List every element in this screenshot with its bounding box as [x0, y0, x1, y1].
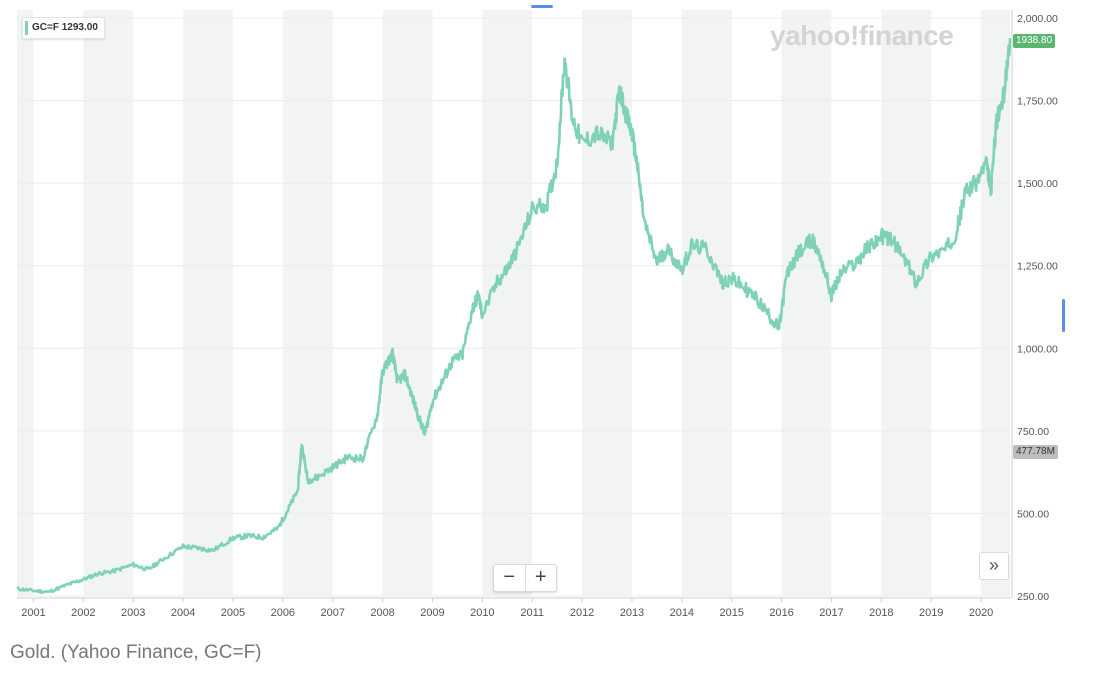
year-band — [282, 10, 333, 596]
chart-canvas[interactable]: 2001 2002 2003 2004 2005 2006 2007 2008 2009 2010… — [0, 0, 1100, 630]
x-tick-label: 2001 — [21, 607, 45, 619]
x-tick-label: 2016 — [769, 607, 793, 619]
series-legend[interactable]: GC=F 1293.00 — [22, 17, 105, 39]
year-band — [781, 10, 832, 596]
y-tick-label: 1,750.00 — [1017, 96, 1058, 108]
zoom-controls: − + — [493, 564, 557, 592]
plot-area — [16, 38, 1012, 595]
x-tick-label: 2020 — [969, 607, 993, 619]
legend-symbol: GC=F — [32, 22, 59, 33]
y-tick-label: 1,500.00 — [1017, 178, 1058, 190]
top-resize-handle[interactable] — [531, 5, 553, 8]
x-tick-label: 2013 — [620, 607, 644, 619]
zoom-in-button[interactable]: + — [524, 565, 557, 591]
x-tick-label: 2010 — [470, 607, 494, 619]
legend-value: 1293.00 — [61, 22, 98, 33]
x-tick-label: 2017 — [819, 607, 843, 619]
x-tick-label: 2019 — [919, 607, 943, 619]
series-line-gc-f[interactable] — [16, 38, 1012, 595]
y-tick-label: 750.00 — [1017, 426, 1049, 438]
scroll-right-button[interactable]: » — [979, 552, 1009, 580]
chart-caption: Gold. (Yahoo Finance, GC=F) — [10, 642, 262, 663]
x-tick-label: 2002 — [71, 607, 95, 619]
year-band — [83, 10, 134, 596]
year-bands — [17, 10, 1010, 596]
x-tick-label: 2008 — [370, 607, 394, 619]
year-band — [382, 10, 433, 596]
x-tick-label: 2018 — [869, 607, 893, 619]
y-tick-label: 1,250.00 — [1017, 261, 1058, 273]
year-band — [183, 10, 233, 596]
x-tick-label: 2009 — [420, 607, 444, 619]
side-resize-handle[interactable] — [1062, 299, 1065, 332]
x-tick-label: 2005 — [221, 607, 245, 619]
x-tick-label: 2004 — [171, 607, 195, 619]
last-price-badge: 1938.80 — [1013, 34, 1056, 48]
price-chart[interactable]: 2001 2002 2003 2004 2005 2006 2007 2008 2009 2010… — [0, 0, 1100, 630]
x-tick-label: 2011 — [520, 607, 544, 619]
year-band — [681, 10, 732, 596]
x-tick-label: 2012 — [570, 607, 594, 619]
year-band — [482, 10, 533, 596]
gridlines — [17, 17, 1010, 597]
volume-badge: 477.78M — [1013, 445, 1058, 459]
y-tick-label: 250.00 — [1017, 591, 1049, 603]
x-axis: 2001 2002 2003 2004 2005 2006 2007 2008 2009 2010… — [17, 597, 1010, 619]
y-tick-label: 500.00 — [1017, 508, 1049, 520]
year-band — [881, 10, 932, 596]
x-tick-label: 2007 — [320, 607, 344, 619]
zoom-out-button[interactable]: − — [503, 566, 516, 588]
x-tick-label: 2014 — [670, 607, 694, 619]
series-color-swatch — [25, 21, 28, 35]
x-tick-label: 2006 — [271, 607, 295, 619]
y-tick-label: 1,000.00 — [1017, 343, 1058, 355]
year-band — [17, 10, 34, 596]
y-tick-label: 2,000.00 — [1017, 13, 1058, 25]
year-band — [582, 10, 632, 596]
yahoo-finance-logo: yahoo!finance — [770, 20, 954, 51]
x-tick-label: 2015 — [719, 607, 743, 619]
x-tick-label: 2003 — [121, 607, 145, 619]
y-axis: 250.00 500.00 750.00 1,000.00 1,250.00 1,500.… — [1011, 10, 1058, 603]
year-band — [981, 10, 1010, 596]
